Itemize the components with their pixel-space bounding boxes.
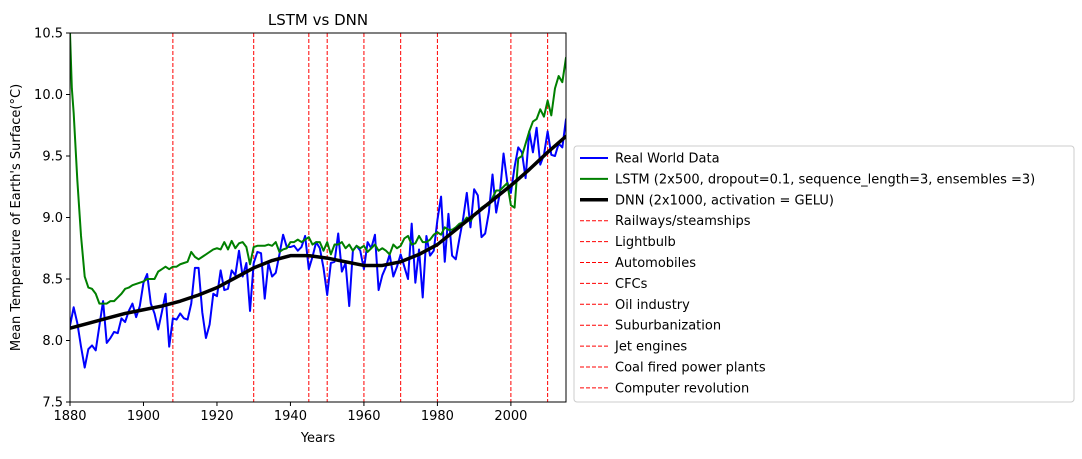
x-tick-label: 1880 (53, 409, 86, 424)
x-tick-label: 1900 (127, 409, 160, 424)
legend-box (573, 145, 1075, 403)
legend-label-railways-steamships: Railways/steamships (615, 214, 751, 229)
chart-title: LSTM vs DNN (268, 11, 368, 29)
y-tick-label: 9.5 (42, 150, 63, 165)
legend-label-jet-engines: Jet engines (614, 340, 687, 355)
legend-label-lstm-2x500-dropout-0-1-sequenc: LSTM (2x500, dropout=0.1, sequence_lengt… (615, 172, 1035, 187)
y-tick-label: 7.5 (42, 396, 63, 411)
series-line-lstm-2x500-dropout-0-1-sequence-length-3 (70, 33, 566, 305)
legend: Real World Data LSTM (2x500, dropout=0.1,… (573, 145, 1075, 403)
x-tick-label: 1920 (200, 409, 233, 424)
series-line-dnn-2x1000-activation-gelu (70, 134, 566, 330)
legend-label-computer-revolution: Computer revolution (615, 381, 749, 396)
legend-label-dnn-2x1000-activation-gelu: DNN (2x1000, activation = GELU) (615, 193, 834, 208)
legend-label-lightbulb: Lightbulb (615, 235, 676, 250)
y-tick-label: 10.5 (34, 27, 63, 42)
legend-label-automobiles: Automobiles (615, 256, 696, 271)
event-lines (172, 33, 549, 402)
y-axis-label: Mean Temperature of Earth's Surface(°C) (9, 84, 24, 351)
plot-frame (69, 32, 567, 403)
legend-label-suburbanization: Suburbanization (615, 319, 721, 334)
legend-label-real-world-data: Real World Data (615, 152, 720, 167)
x-tick-label: 1960 (347, 409, 380, 424)
series-lines (70, 33, 566, 369)
y-tick-label: 8.5 (42, 273, 63, 288)
x-axis-label: Years (300, 431, 336, 446)
x-tick-label: 2000 (494, 409, 527, 424)
legend-label-cfcs: CFCs (615, 277, 648, 292)
y-axis: 7.5 8.0 8.5 9.0 9.5 10.0 10.5 (34, 27, 70, 411)
series-line-real-world-data (70, 118, 566, 369)
y-tick-label: 8.0 (42, 334, 63, 349)
y-tick-label: 9.0 (42, 211, 63, 226)
x-axis: 1880 1900 1920 1940 1960 1980 2000 (53, 402, 527, 424)
y-tick-label: 10.0 (34, 88, 63, 103)
x-tick-label: 1940 (274, 409, 307, 424)
x-tick-label: 1980 (421, 409, 454, 424)
legend-label-oil-industry: Oil industry (615, 298, 690, 313)
legend-label-coal-fired-power-plants: Coal fired power plants (615, 361, 766, 376)
